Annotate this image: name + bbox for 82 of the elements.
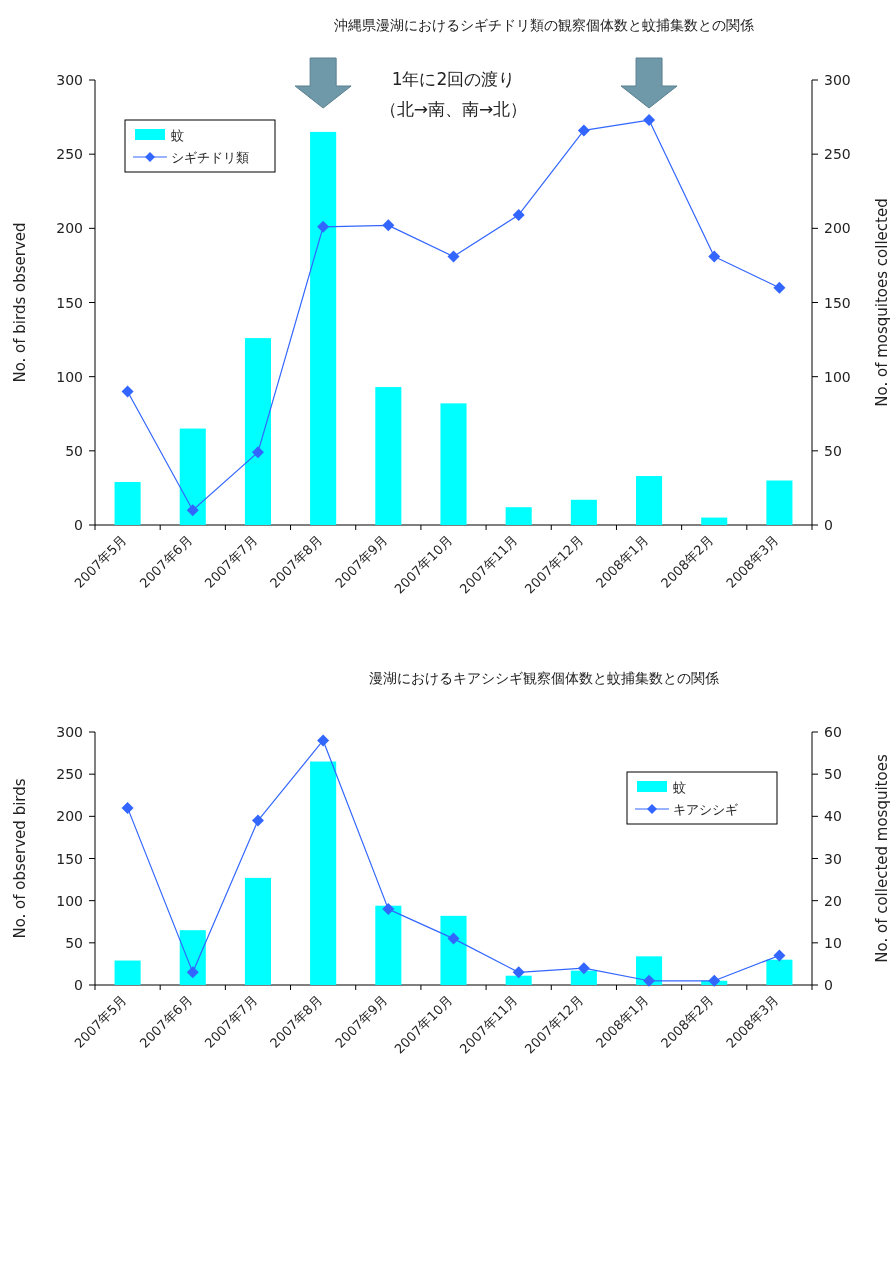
bar	[375, 387, 402, 525]
bar	[244, 877, 271, 985]
y-tick-label: 200	[56, 220, 83, 237]
chart-title: 沖縄県漫湖におけるシギチドリ類の観察個体数と蚊捕集数との関係	[333, 17, 754, 33]
annotation: （北→南、南→北）	[379, 99, 528, 119]
legend-label: キアシシギ	[673, 802, 738, 817]
bar	[766, 959, 793, 985]
y-tick-label: 50	[65, 934, 83, 951]
point	[447, 932, 460, 945]
point	[643, 974, 656, 987]
y-tick-label: 300	[56, 72, 83, 88]
point	[708, 250, 721, 263]
point	[251, 814, 264, 827]
bar	[505, 507, 532, 525]
y-tick-label: 100	[56, 892, 83, 909]
legend-label: シギチドリ類	[171, 150, 249, 165]
y-tick-label: 250	[56, 146, 83, 163]
bar	[766, 480, 793, 525]
y-tick-label: 0	[74, 977, 83, 993]
point	[186, 966, 199, 979]
y-tick-label: 50	[65, 442, 83, 459]
annotation: 1年に2回の渡り	[391, 69, 516, 89]
y2-tick-label: 20	[824, 892, 842, 909]
y2-tick-label: 200	[824, 220, 851, 237]
bar	[570, 970, 597, 985]
bar	[375, 905, 402, 985]
bar	[114, 481, 141, 525]
point	[186, 504, 199, 517]
y2-axis-title: No. of mosquitoes collected	[873, 198, 891, 407]
y2-tick-label: 100	[824, 368, 851, 385]
y-axis-title: No. of observed birds	[11, 778, 29, 939]
y2-tick-label: 40	[824, 808, 842, 825]
y2-tick-label: 30	[824, 850, 842, 867]
bar	[701, 517, 728, 525]
y-tick-label: 300	[56, 724, 83, 740]
y2-tick-label: 0	[824, 977, 833, 993]
y2-tick-label: 60	[824, 724, 842, 740]
point	[121, 385, 134, 398]
y-tick-label: 150	[56, 294, 83, 311]
y-tick-label: 100	[56, 368, 83, 385]
point	[382, 903, 395, 916]
y-tick-label: 200	[56, 808, 83, 825]
bar	[636, 476, 663, 525]
bar	[570, 499, 597, 525]
bar	[244, 338, 271, 525]
point	[708, 974, 721, 987]
point	[251, 446, 264, 459]
point	[773, 281, 786, 294]
point	[317, 220, 330, 233]
y2-axis-title: No. of collected mosquitoes	[873, 754, 891, 963]
point	[512, 208, 525, 221]
point	[577, 962, 590, 975]
legend-label: 蚊	[171, 128, 184, 143]
bar	[310, 131, 337, 525]
y2-tick-label: 0	[824, 517, 833, 533]
y-axis-title: No. of birds observed	[11, 222, 29, 383]
point	[512, 966, 525, 979]
bar	[310, 761, 337, 985]
point	[382, 219, 395, 232]
y2-tick-label: 250	[824, 146, 851, 163]
bar	[440, 915, 467, 985]
bar	[440, 403, 467, 525]
y-tick-label: 250	[56, 766, 83, 783]
y2-tick-label: 50	[824, 766, 842, 783]
bar	[179, 930, 206, 985]
point	[577, 124, 590, 137]
point	[317, 734, 330, 747]
point	[121, 801, 134, 814]
point	[447, 250, 460, 263]
y2-tick-label: 50	[824, 442, 842, 459]
chart-title: 漫湖におけるキアシシギ観察個体数と蚊捕集数との関係	[368, 670, 719, 686]
y2-tick-label: 10	[824, 934, 842, 951]
bar	[179, 428, 206, 525]
legend-label: 蚊	[673, 780, 686, 795]
y2-tick-label: 300	[824, 72, 851, 88]
point	[643, 114, 656, 127]
y2-tick-label: 150	[824, 294, 851, 311]
point	[773, 949, 786, 962]
y-tick-label: 150	[56, 850, 83, 867]
bar	[114, 960, 141, 985]
bar	[505, 975, 532, 985]
y-tick-label: 0	[74, 517, 83, 533]
